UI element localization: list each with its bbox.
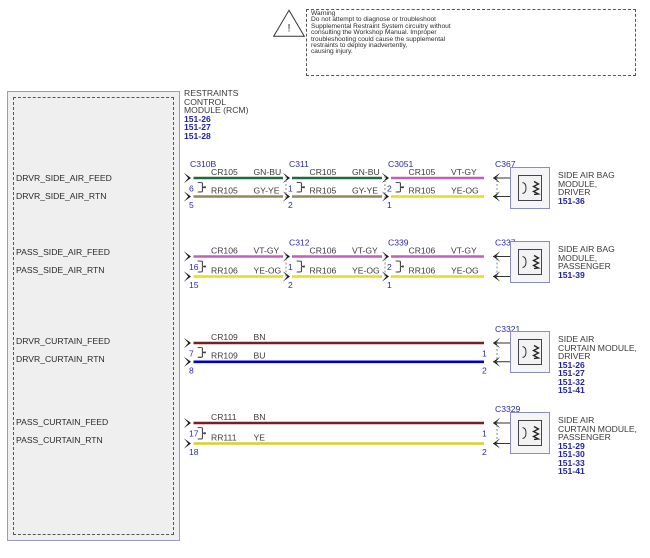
svg-text:RR105: RR105 [310,185,337,195]
svg-text:CR105: CR105 [310,167,337,177]
svg-text:YE-OG: YE-OG [254,265,282,275]
svg-text:VT-GY: VT-GY [352,245,378,255]
svg-text:1: 1 [482,349,487,359]
svg-text:GN-BU: GN-BU [254,167,282,177]
svg-text:6: 6 [189,184,194,194]
svg-text:CR106: CR106 [310,245,337,255]
svg-text:RR109: RR109 [211,351,238,361]
svg-text:RR105: RR105 [409,185,436,195]
svg-text:2: 2 [482,365,487,375]
svg-text:YE-OG: YE-OG [451,265,479,275]
svg-text:1: 1 [387,200,392,210]
svg-text:C312: C312 [289,238,310,248]
svg-text:2: 2 [482,447,487,457]
svg-text:CR111: CR111 [211,412,237,422]
svg-text:RR106: RR106 [310,265,337,275]
svg-text:CR109: CR109 [211,332,238,342]
svg-text:8: 8 [189,365,194,375]
svg-text:16: 16 [189,262,199,272]
svg-text:GN-BU: GN-BU [352,167,380,177]
svg-text:17: 17 [189,429,199,439]
svg-text:VT-GY: VT-GY [451,167,477,177]
svg-text:BN: BN [254,332,266,342]
svg-text:RR106: RR106 [211,265,238,275]
svg-text:2: 2 [288,200,293,210]
svg-text:BU: BU [254,351,266,361]
svg-text:2: 2 [288,280,293,290]
svg-text:YE-OG: YE-OG [451,185,479,195]
svg-text:YE: YE [254,432,266,442]
svg-text:18: 18 [189,447,199,457]
svg-text:1: 1 [288,262,293,272]
svg-text:2: 2 [387,262,392,272]
svg-text:BN: BN [254,412,266,422]
svg-text:RR105: RR105 [211,185,238,195]
svg-text:7: 7 [189,349,194,359]
svg-text:VT-GY: VT-GY [254,245,280,255]
svg-text:RR106: RR106 [409,265,436,275]
svg-text:C310B: C310B [190,159,217,169]
svg-text:C339: C339 [388,238,409,248]
svg-text:CR106: CR106 [409,245,436,255]
svg-text:1: 1 [288,184,293,194]
svg-text:5: 5 [189,200,194,210]
svg-text:C3051: C3051 [388,159,414,169]
svg-text:RR111: RR111 [211,432,237,442]
svg-text:GY-YE: GY-YE [352,185,378,195]
svg-text:1: 1 [387,280,392,290]
svg-text:2: 2 [387,184,392,194]
svg-text:15: 15 [189,280,199,290]
svg-text:VT-GY: VT-GY [451,245,477,255]
svg-text:C311: C311 [289,159,309,169]
svg-text:GY-YE: GY-YE [254,185,280,195]
svg-text:YE-OG: YE-OG [352,265,380,275]
svg-text:CR106: CR106 [211,245,238,255]
svg-text:1: 1 [482,429,487,439]
